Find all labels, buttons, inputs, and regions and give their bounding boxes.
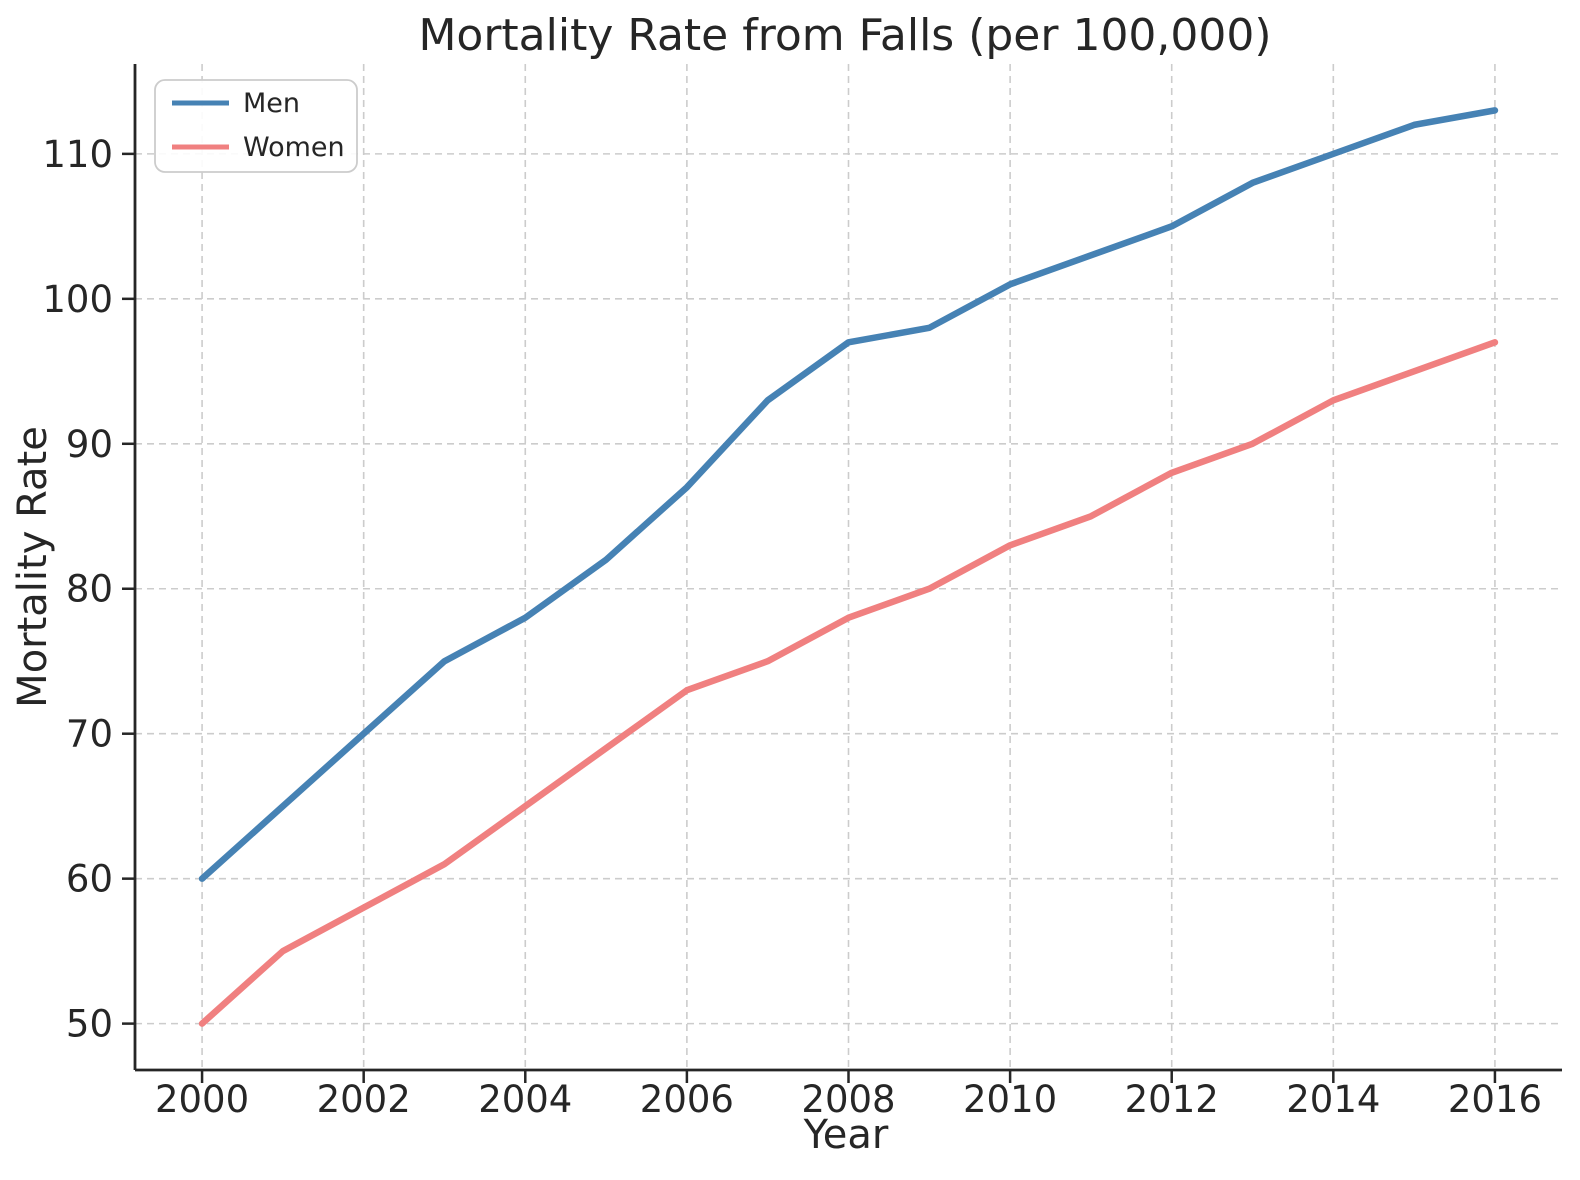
y-tick-label: 70 [66,713,113,756]
y-tick-label: 60 [66,858,113,901]
legend-label-men: Men [243,88,300,119]
x-tick-label: 2008 [801,1078,895,1121]
data-series [198,107,1499,1027]
y-tick-label: 100 [42,278,113,321]
legend: Men Women [154,79,358,173]
x-tick-label: 2012 [1125,1078,1219,1121]
x-tick-label: 2014 [1286,1078,1380,1121]
y-tick-labels: 50 60 70 80 90 100 110 [42,133,113,1046]
x-tick-label: 2000 [155,1078,249,1121]
x-tick-labels: 2000 2002 2004 2006 2008 2010 2012 2014 2016 [155,1078,1542,1121]
x-tick-label: 2004 [478,1078,572,1121]
x-tick-label: 2006 [640,1078,734,1121]
x-tick-label: 2002 [317,1078,411,1121]
chart-line-men [198,107,1499,882]
legend-label-women: Women [243,132,345,163]
x-tick-label: 2010 [963,1078,1057,1121]
y-tick-label: 90 [66,423,113,466]
x-axis-label: Year [803,1112,889,1158]
y-tick-label: 80 [66,568,113,611]
y-tick-label: 110 [42,133,113,176]
chart-title: Mortality Rate from Falls (per 100,000) [418,10,1271,61]
chart-line-women [198,339,1499,1027]
y-axis-label: Mortality Rate [10,426,56,708]
tick-marks [122,152,1497,1083]
y-tick-label: 50 [66,1003,113,1046]
x-tick-label: 2016 [1448,1078,1542,1121]
